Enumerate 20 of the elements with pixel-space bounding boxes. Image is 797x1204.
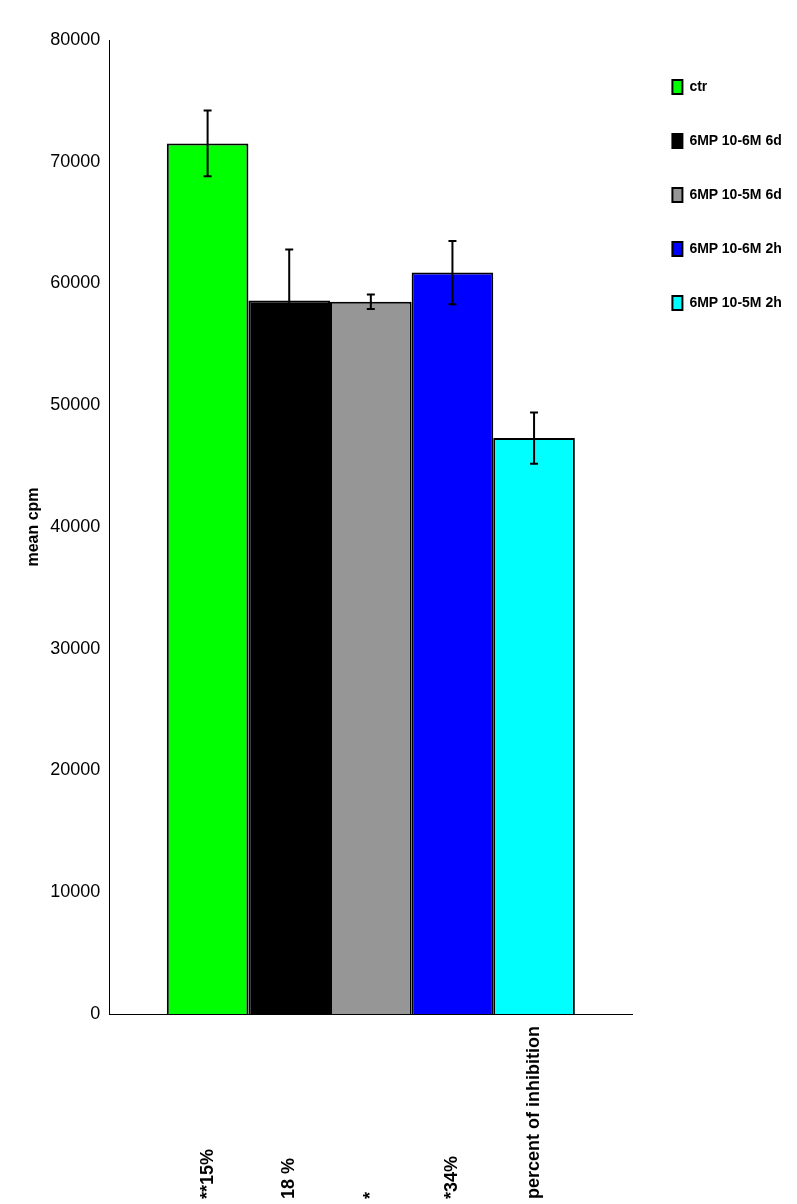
text: 18 % bbox=[278, 1157, 299, 1199]
y-tick-label: 80000 bbox=[50, 28, 101, 49]
text: * bbox=[359, 1191, 380, 1199]
legend-label: 6MP 10-5M 6d bbox=[689, 185, 782, 202]
y-tick-label: 60000 bbox=[50, 272, 101, 293]
legend-label: 6MP 10-5M 2h bbox=[689, 293, 782, 310]
y-tick-label: 70000 bbox=[50, 150, 101, 171]
text: *34% bbox=[441, 1155, 462, 1199]
y-tick-label: 0 bbox=[90, 1002, 101, 1023]
y-tick-label: 20000 bbox=[50, 759, 101, 780]
legend-label: ctr bbox=[689, 77, 708, 94]
y-tick-label: 50000 bbox=[50, 394, 101, 415]
y-axis-title: mean cpm bbox=[24, 487, 42, 567]
y-tick-label: 30000 bbox=[50, 637, 101, 658]
legend-label: 6MP 10-6M 2h bbox=[689, 239, 782, 256]
y-tick-label: 10000 bbox=[50, 881, 101, 902]
text: percent of inhibition bbox=[523, 1026, 544, 1199]
y-tick-label: 40000 bbox=[50, 515, 101, 536]
text: **15% bbox=[196, 1148, 217, 1199]
legend-label: 6MP 10-6M 6d bbox=[689, 131, 782, 148]
